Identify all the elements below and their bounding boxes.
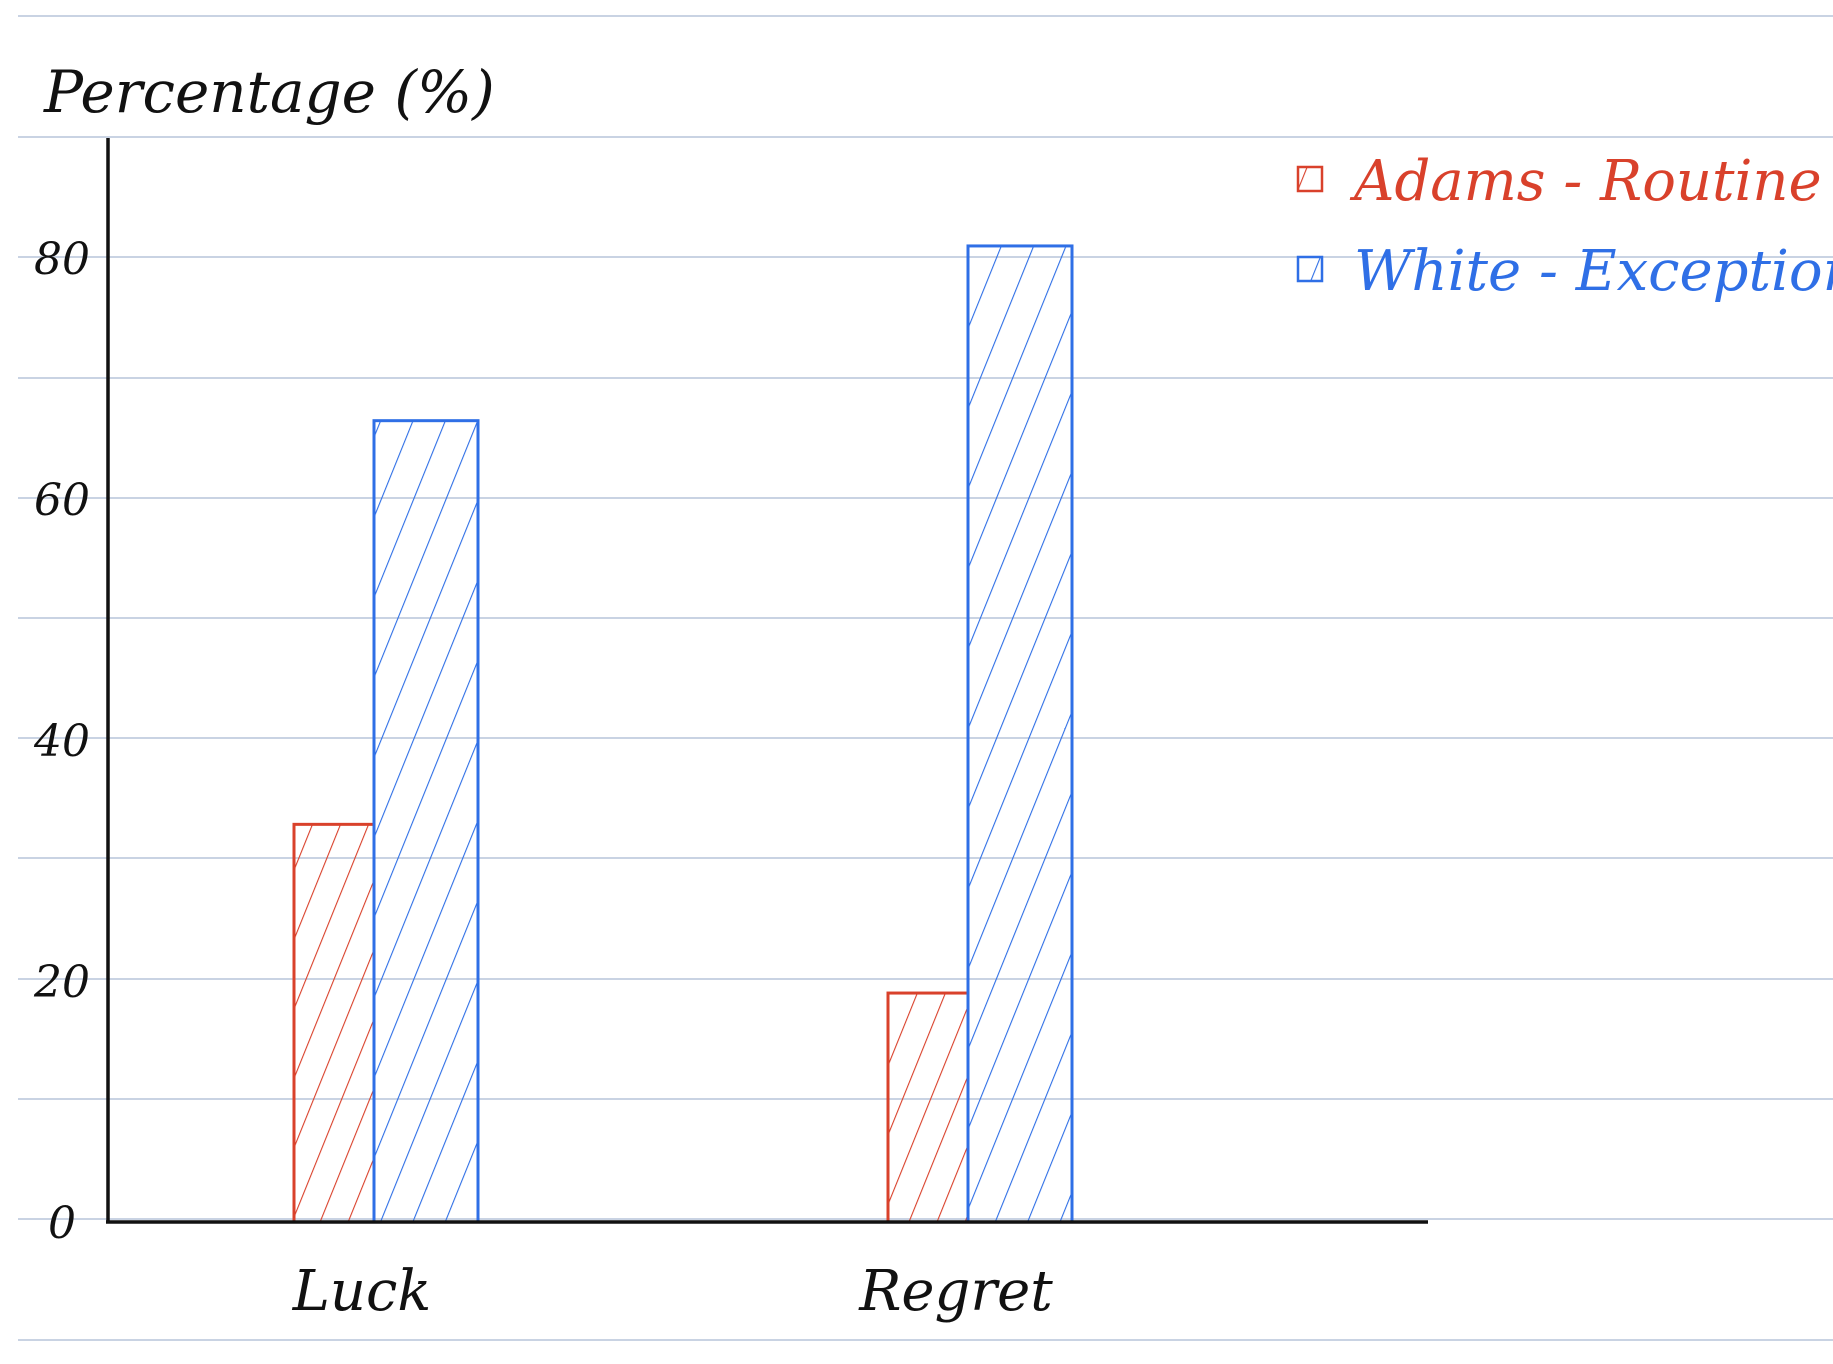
- y-tick-label: 20: [33, 957, 90, 1008]
- legend-swatch: [1296, 255, 1324, 283]
- bar-regret-series-1: [966, 244, 1074, 1224]
- y-ticks: 0 20 40 60 80: [33, 234, 90, 1249]
- y-tick-label: 0: [48, 1198, 76, 1249]
- x-category-label: Luck: [292, 1259, 432, 1324]
- y-tick-label: 40: [33, 716, 90, 767]
- y-tick-label: 80: [34, 234, 90, 285]
- legend-label: White - Exception: [1354, 239, 1833, 304]
- y-tick-label: 60: [34, 475, 90, 526]
- bar-luck-series-1: [372, 419, 480, 1224]
- legend-label: Adams - Routine: [1349, 149, 1822, 214]
- legend: Adams - Routine White - Exception: [1296, 149, 1833, 304]
- y-axis-label: Percentage (%): [43, 58, 495, 126]
- x-category-label: Regret: [858, 1259, 1053, 1324]
- bar-luck-series-0: [292, 822, 376, 1224]
- bars: [292, 244, 1074, 1224]
- bar-regret-series-0: [886, 991, 970, 1224]
- x-categories: Luck Regret: [292, 1259, 1054, 1324]
- legend-swatch: [1296, 165, 1324, 193]
